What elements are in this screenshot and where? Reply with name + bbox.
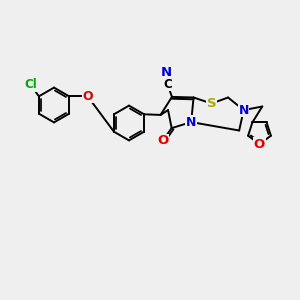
Text: O: O bbox=[82, 90, 93, 103]
Text: N: N bbox=[186, 116, 196, 129]
Text: N: N bbox=[238, 103, 249, 117]
Text: S: S bbox=[207, 97, 216, 110]
Text: O: O bbox=[157, 134, 168, 147]
Text: O: O bbox=[254, 137, 265, 151]
Text: Cl: Cl bbox=[24, 78, 37, 92]
Text: C: C bbox=[163, 78, 172, 91]
Text: N: N bbox=[161, 66, 172, 79]
